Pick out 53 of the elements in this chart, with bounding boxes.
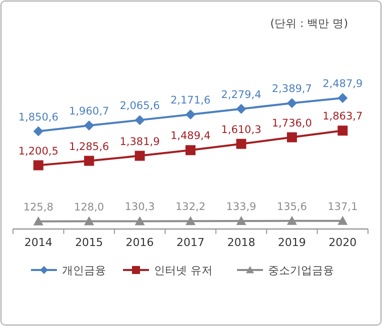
point [84,156,94,166]
data-label: 2,487,9 [322,78,363,90]
point [236,104,246,114]
x-tick-label: 2015 [75,236,104,249]
data-label: 1,850,6 [18,111,59,124]
data-label: 1,736,0 [272,117,312,130]
legend-label: 중소기업금융 [268,264,334,277]
x-tick-label: 2020 [328,236,357,249]
data-label: 137,1 [328,200,358,213]
x-tick-label: 2019 [278,236,306,249]
point [33,126,44,136]
data-label: 132,2 [175,201,206,214]
legend-label: 인터넷 유저 [154,264,212,277]
x-tick-label: 2014 [24,236,52,249]
data-label: 1,381,9 [120,136,160,148]
x-tick-label: 2018 [227,236,256,249]
data-label: 1,960,7 [69,106,110,118]
point [84,120,94,131]
point [33,160,44,170]
data-label: 1,863,7 [322,110,363,123]
point [286,98,297,108]
data-label: 1,285,6 [69,140,110,153]
x-tick-label: 2017 [176,236,204,249]
point [338,93,348,103]
text: (단위 : 백만 명) [270,17,348,30]
point [286,132,297,142]
data-label: 130,3 [124,201,155,214]
point [134,150,145,161]
data-label: 2,389,7 [272,83,312,96]
legend-label: 개인금융 [62,264,106,277]
point [236,216,246,226]
data-label: 2,279,4 [221,88,262,101]
point [186,145,196,156]
point [134,115,145,126]
point [286,216,297,225]
data-label: 1,200,5 [18,145,58,158]
point [338,216,348,225]
data-label: 125,8 [23,201,54,214]
data-label: 1,489,4 [170,130,211,142]
data-label: 133,9 [226,201,256,214]
point [338,126,348,136]
point [84,216,94,226]
point [186,216,196,226]
point [236,138,246,149]
data-label: 2,065,6 [120,100,160,112]
point [33,216,44,226]
x-tick-label: 2016 [126,236,154,249]
point [186,110,196,120]
data-label: 1,610,3 [221,124,262,136]
point [134,216,145,226]
data-label: 2,171,6 [170,94,211,107]
data-label: 128,0 [74,201,104,214]
data-label: 135,6 [276,200,308,213]
